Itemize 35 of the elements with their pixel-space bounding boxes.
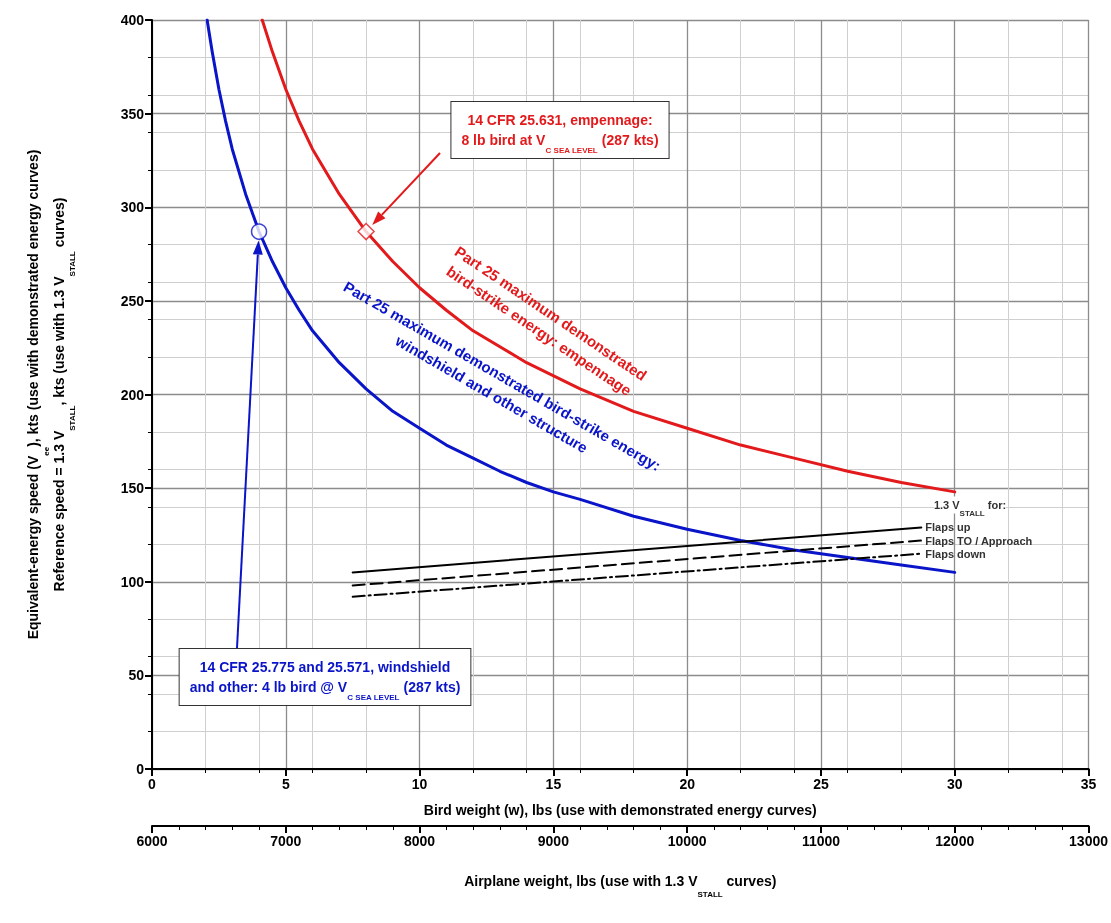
annotation: 1.3 VSTALL for: [933,499,1007,518]
series-label: Flaps down [925,547,987,560]
y-tick-label: 200 [120,386,145,403]
x2-tick-label: 10000 [667,833,707,849]
x2-tick-label: 11000 [801,833,841,849]
x-tick-label: 0 [148,776,157,792]
x-axis-title: Bird weight (w), lbs (use with demonstrated energy curves) [423,802,817,818]
annotation: 14 CFR 25.775 and 25.571, windshield and other: 4 lb bird @ VC SEA LEVEL (287 kts) [189,659,461,702]
y-tick-label: 50 [128,667,145,684]
x2-axis-title: Airplane weight, lbs (use with 1.3 VSTALL curves) [464,873,777,899]
x-tick-label: 25 [813,776,829,792]
x2-tick-label: 12000 [935,833,975,849]
annotation: 14 CFR 25.631, empennage: 8 lb bird at VC SEA LEVEL (287 kts) [461,112,659,155]
y-tick-label: 300 [120,199,145,216]
x-tick-label: 5 [281,776,290,792]
y-tick-label: 250 [120,292,145,309]
line-series [260,18,957,494]
x-tick-label: 20 [679,776,696,792]
x-tick-label: 10 [411,776,428,792]
x2-tick-label: 6000 [136,833,168,849]
x-tick-label: 30 [946,776,963,792]
x-tick-label: 35 [1080,776,1097,792]
y-tick-label: 150 [120,480,145,497]
x-tick-label: 15 [545,776,562,792]
x2-tick-label: 8000 [404,833,436,849]
y-axis-title: Equivalent-energy speed (Vee), kts (use with demonstrated energy curves) Reference speed = 1.3 VSTALL, kts (use with 1.3 VSTALL curves) [25,149,77,640]
y-tick-label: 400 [120,12,145,28]
x2-tick-label: 13000 [1069,833,1109,849]
y-tick-label: 0 [136,761,145,777]
y-tick-label: 350 [120,105,145,122]
x2-tick-label: 9000 [537,833,570,849]
x2-tick-label: 7000 [270,833,302,849]
y-tick-label: 100 [120,573,145,590]
series-label: Flaps TO / Approach [925,534,1033,547]
series-label: Flaps up [925,521,971,534]
